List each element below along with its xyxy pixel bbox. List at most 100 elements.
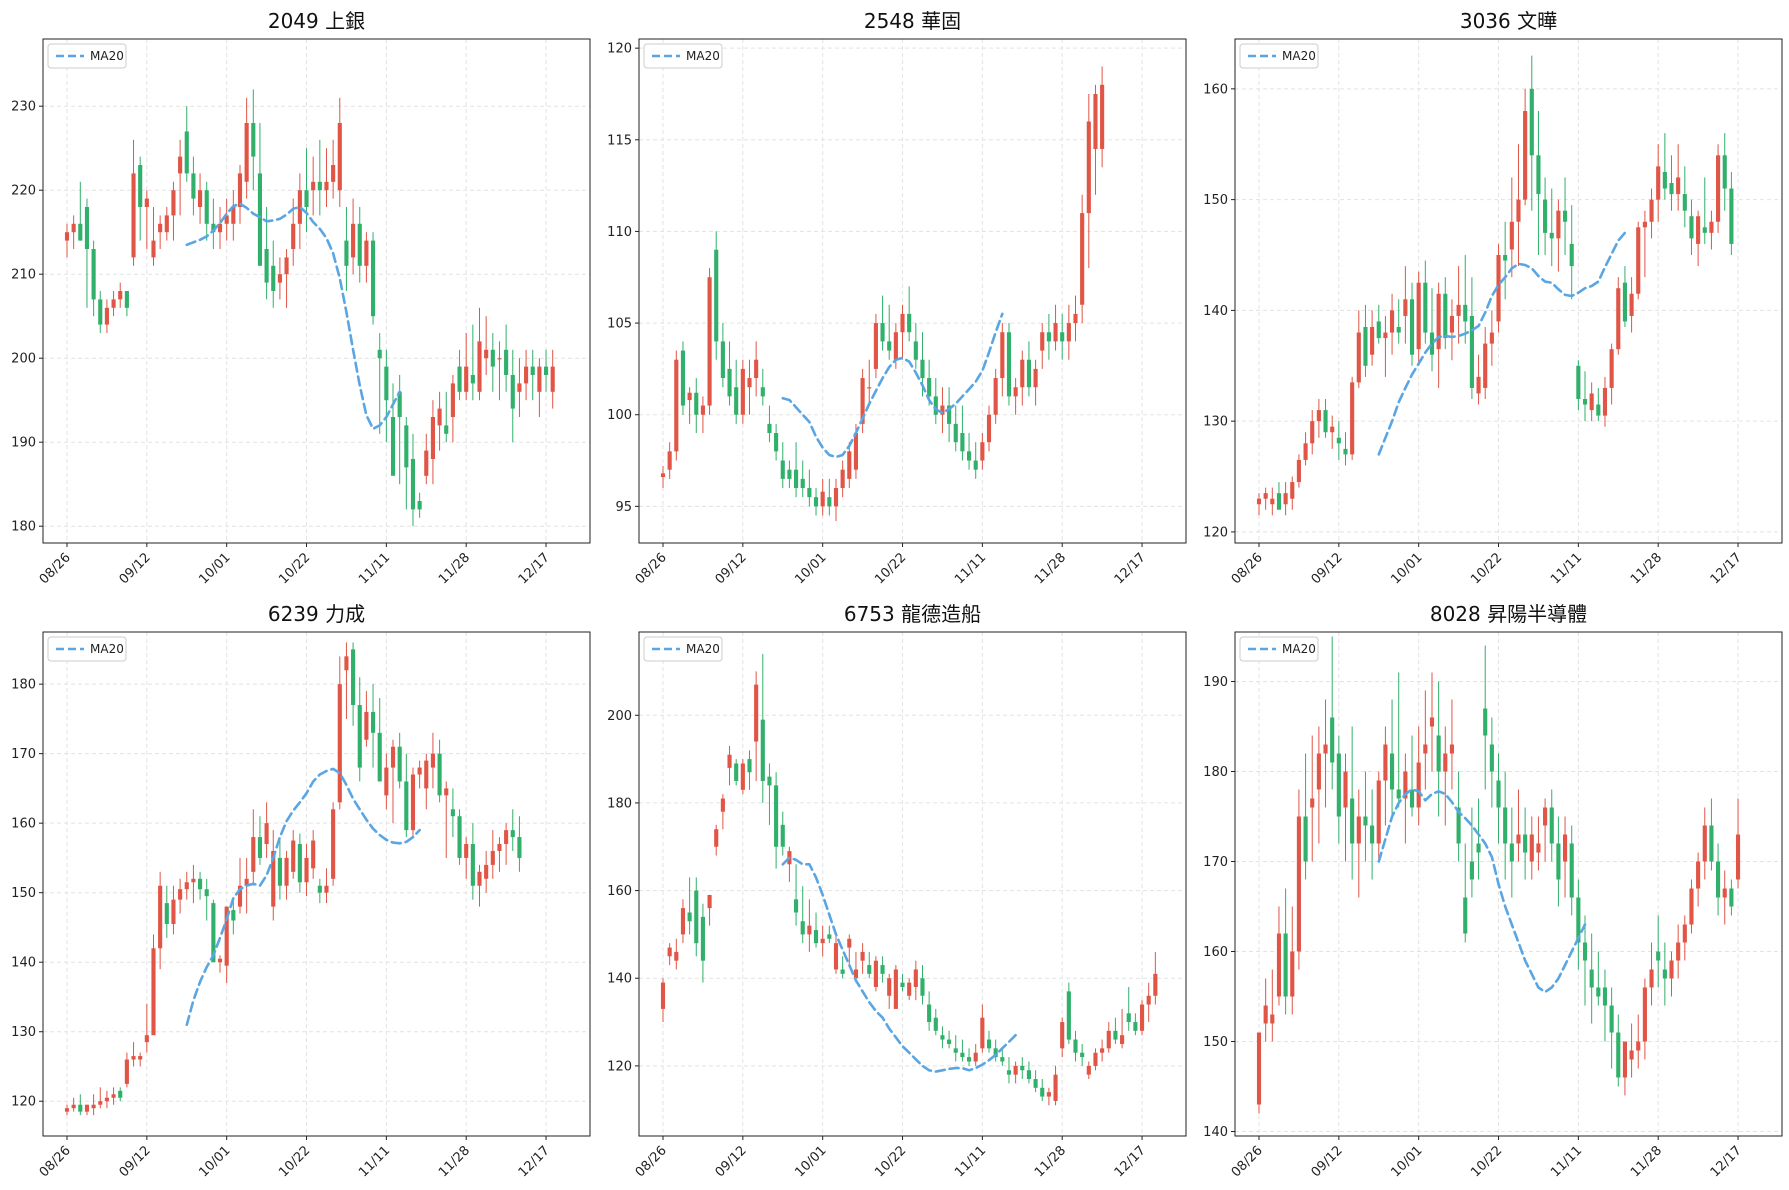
candle-body <box>1476 376 1481 394</box>
candle-body <box>344 656 349 671</box>
candle-body <box>1609 349 1614 388</box>
candle-body <box>1060 1022 1065 1049</box>
candle-body <box>217 223 223 233</box>
candle-body <box>198 878 203 890</box>
x-tick-label: 12/17 <box>1708 550 1745 587</box>
candle-body <box>740 763 745 790</box>
candle-body <box>1276 933 1282 997</box>
chart-legend: MA20 <box>47 636 127 662</box>
candle-body <box>464 844 469 858</box>
candle-body <box>780 824 785 847</box>
candle-body <box>524 366 529 384</box>
candle-body <box>734 387 739 415</box>
candle-body <box>1509 221 1514 250</box>
y-tick-label: 140 <box>1203 1125 1228 1140</box>
candle-body <box>1350 798 1355 844</box>
candle-body <box>1536 155 1541 195</box>
candle-body <box>1722 155 1727 189</box>
candle-body <box>1729 888 1734 907</box>
y-tick-label: 130 <box>11 1025 36 1040</box>
candle-body <box>1676 177 1681 195</box>
ma20-line <box>185 767 421 1027</box>
candle-body <box>720 341 725 379</box>
candle-body <box>1093 1052 1098 1066</box>
candle-body <box>1616 1032 1621 1078</box>
candle-body <box>277 857 282 886</box>
chart-title: 2049 上銀 <box>268 9 365 33</box>
candle-body <box>530 366 535 375</box>
candle-body <box>184 882 189 890</box>
candle-body <box>933 396 938 415</box>
candle-body <box>1716 861 1721 898</box>
candle-body <box>84 1104 90 1112</box>
candle-body <box>966 451 972 461</box>
candle-body <box>1403 771 1408 799</box>
y-tick-label: 180 <box>11 520 36 535</box>
candle-body <box>1376 321 1381 339</box>
candle-body <box>1290 951 1295 997</box>
candle-body <box>1053 323 1058 342</box>
candle-body <box>973 460 978 470</box>
candle-body <box>457 816 462 858</box>
candle-body <box>1609 1005 1614 1033</box>
legend-label: MA20 <box>1282 642 1316 656</box>
y-tick-label: 200 <box>11 352 36 367</box>
candle-body <box>1543 199 1548 233</box>
candle-body <box>1722 888 1727 898</box>
candle-body <box>404 425 409 468</box>
x-tick-label: 10/01 <box>792 550 829 587</box>
candle-body <box>1483 708 1488 736</box>
candle-body <box>694 392 699 415</box>
candle-body <box>1516 834 1521 844</box>
y-tick-label: 120 <box>1203 525 1228 540</box>
candle-body <box>244 123 249 182</box>
y-tick-label: 150 <box>1203 1035 1228 1050</box>
candle-body <box>510 830 515 838</box>
candle-body <box>1549 807 1554 844</box>
candle-body <box>357 223 362 266</box>
x-tick-label: 12/17 <box>1708 1143 1745 1180</box>
candle-body <box>1316 410 1321 422</box>
candle-body <box>714 249 719 342</box>
candle-body <box>860 378 865 424</box>
x-tick-label: 08/26 <box>37 550 74 587</box>
candle-body <box>1582 942 1588 961</box>
candle-body <box>91 249 96 300</box>
candle-body <box>164 215 169 233</box>
candle-body <box>430 417 435 459</box>
candle-body <box>707 277 712 406</box>
candle-body <box>1396 789 1401 799</box>
x-tick-label: 08/26 <box>633 550 670 587</box>
candle-body <box>257 837 263 858</box>
candle-body <box>1310 421 1315 444</box>
candle-body <box>840 969 845 974</box>
candle-body <box>754 359 759 379</box>
x-tick-label: 09/12 <box>117 550 154 587</box>
candle-body <box>497 844 502 851</box>
candle-body <box>1396 327 1401 333</box>
chart-panel-3: 120 130 140 150 160 08/26 09/12 10/01 10/22 11/11… <box>1203 9 1783 587</box>
candle-body <box>1682 194 1687 211</box>
candle-body <box>873 323 878 369</box>
candle-body <box>430 753 435 768</box>
candle-body <box>1303 443 1308 460</box>
candle-body <box>78 223 83 241</box>
candle-body <box>417 501 422 510</box>
y-tick-label: 105 <box>607 317 632 332</box>
candle-body <box>291 223 296 249</box>
candle-body <box>1649 969 1654 988</box>
candle-body <box>1153 973 1158 996</box>
candle-body <box>1642 987 1647 1042</box>
x-tick-label: 12/17 <box>1112 550 1149 587</box>
candle-body <box>1093 93 1098 149</box>
candle-body <box>1582 399 1588 405</box>
candle-body <box>217 958 223 963</box>
candle-body <box>1443 753 1448 772</box>
candle-body <box>1323 744 1328 754</box>
x-tick-label: 11/28 <box>436 550 473 587</box>
candle-body <box>91 1104 96 1109</box>
candle-body <box>774 785 779 847</box>
candle-body <box>986 1039 992 1049</box>
y-tick-label: 210 <box>11 268 36 283</box>
x-tick-label: 09/12 <box>117 1143 154 1180</box>
